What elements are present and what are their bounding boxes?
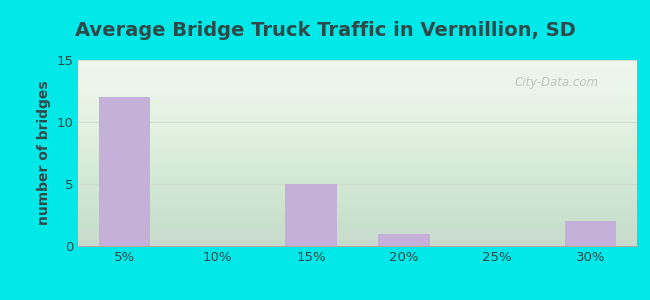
Bar bbox=[99, 97, 150, 246]
Text: Average Bridge Truck Traffic in Vermillion, SD: Average Bridge Truck Traffic in Vermilli… bbox=[75, 21, 575, 40]
Bar bbox=[565, 221, 616, 246]
Text: City-Data.com: City-Data.com bbox=[514, 76, 598, 89]
Y-axis label: number of bridges: number of bridges bbox=[36, 81, 51, 225]
Bar bbox=[378, 234, 430, 246]
Bar bbox=[285, 184, 337, 246]
